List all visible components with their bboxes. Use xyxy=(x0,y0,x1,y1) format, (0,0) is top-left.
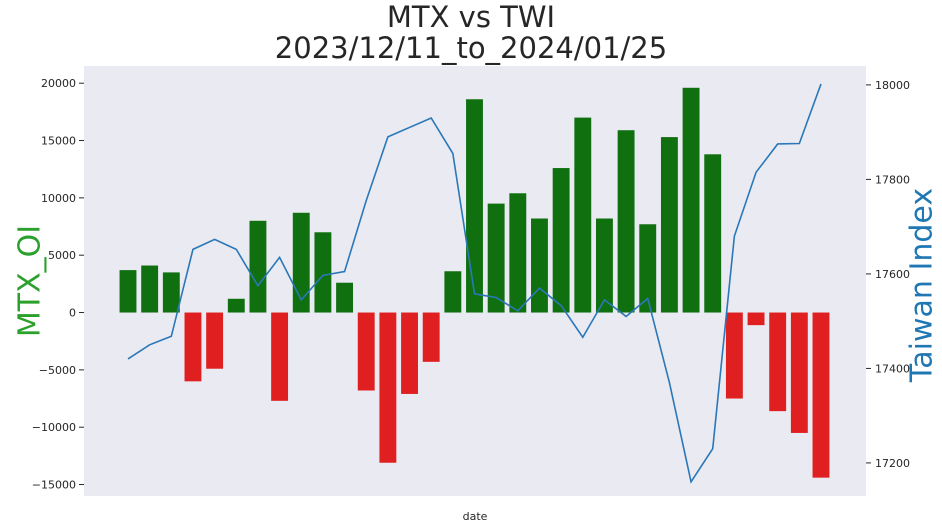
left-tick-label-7: 15000 xyxy=(41,135,76,148)
bar-32 xyxy=(790,312,808,433)
bar-5 xyxy=(206,312,224,369)
bar-18 xyxy=(487,203,505,313)
left-tick-label-3: −5000 xyxy=(39,364,76,377)
bar-3 xyxy=(162,272,180,313)
bar-15 xyxy=(422,312,440,362)
left-axis-ticks: −15000 −10000 −5000 0 5000 10000 15000 20000 xyxy=(32,77,84,492)
right-tick-label-2: 17400 xyxy=(875,362,910,375)
bar-4 xyxy=(184,312,202,382)
bar-30 xyxy=(747,312,765,326)
bar-2 xyxy=(141,265,159,313)
bar-25 xyxy=(639,224,657,313)
bar-7 xyxy=(249,220,267,313)
chart-title-line-1: MTX vs TWI xyxy=(386,0,556,34)
bar-11 xyxy=(336,282,354,313)
chart-title-line-2: 2023/12/11_to_2024/01/25 xyxy=(274,31,668,65)
bar-28 xyxy=(704,154,722,313)
left-tick-label-5: 5000 xyxy=(48,249,76,262)
left-axis-label: MTX_OI xyxy=(13,225,48,337)
bar-33 xyxy=(812,312,830,478)
bar-24 xyxy=(617,130,635,313)
left-tick-label-8: 20000 xyxy=(41,77,76,90)
bar-22 xyxy=(574,117,592,313)
bar-1 xyxy=(119,270,137,313)
left-tick-label-6: 10000 xyxy=(41,192,76,205)
chart-title: MTX vs TWI 2023/12/11_to_2024/01/25 xyxy=(0,2,942,64)
bar-10 xyxy=(314,232,332,313)
right-axis-label: Taiwan Index xyxy=(905,188,940,383)
line-series-taiwan-index xyxy=(127,83,822,484)
bar-17 xyxy=(466,99,483,313)
bar-29 xyxy=(725,312,743,399)
bar-6 xyxy=(227,298,245,313)
bar-series-mtx-oi xyxy=(119,87,830,478)
right-tick-label-3: 17600 xyxy=(875,268,910,281)
right-tick-label-5: 18000 xyxy=(875,79,910,92)
x-axis-label: date xyxy=(463,510,488,523)
bar-14 xyxy=(401,312,418,394)
bar-9 xyxy=(292,212,310,313)
bar-16 xyxy=(444,271,462,313)
bar-8 xyxy=(271,312,289,401)
bar-27 xyxy=(682,87,700,313)
bar-23 xyxy=(595,218,613,313)
right-tick-label-4: 17800 xyxy=(875,173,910,186)
right-tick-label-1: 17200 xyxy=(875,457,910,470)
bar-13 xyxy=(379,312,397,463)
left-tick-label-4: 0 xyxy=(69,307,76,320)
left-tick-label-1: −15000 xyxy=(32,479,76,492)
left-tick-label-2: −10000 xyxy=(32,421,76,434)
bar-20 xyxy=(531,218,548,313)
bar-19 xyxy=(509,193,527,313)
bar-31 xyxy=(769,312,787,412)
right-axis-ticks: 17200 17400 17600 17800 18000 xyxy=(866,79,910,470)
bar-21 xyxy=(552,168,570,313)
bar-26 xyxy=(660,137,678,313)
bar-12 xyxy=(357,312,375,391)
